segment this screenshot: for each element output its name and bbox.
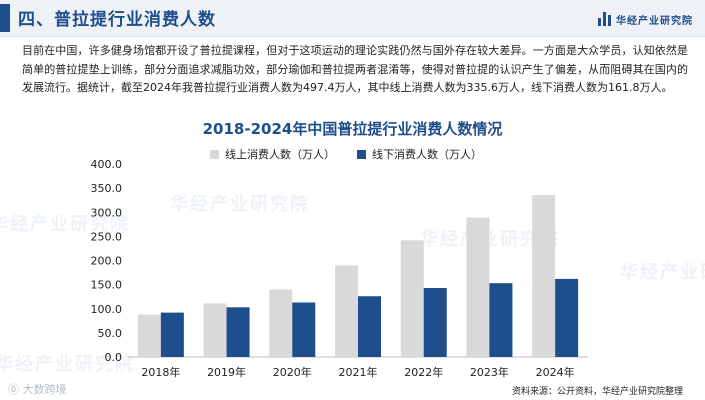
- bar-offline: [423, 288, 447, 357]
- title-accent-bar: [0, 4, 10, 32]
- chart-legend: 线上消费人数（万人） 线下消费人数（万人）: [210, 146, 482, 162]
- brand-logo-text: 华经产业研究院: [616, 15, 693, 27]
- x-tick-label: 2024年: [536, 365, 575, 379]
- intro-paragraph: 目前在中国，许多健身场馆都开设了普拉提课程，但对于这项运动的理论实践仍然与国外存…: [22, 44, 688, 94]
- y-tick-label: 350.0: [91, 182, 123, 195]
- bar-online: [400, 240, 424, 357]
- x-tick-label: 2020年: [273, 365, 312, 379]
- legend-label-online: 线上消费人数（万人）: [225, 148, 335, 161]
- chart-title: 2018-2024年中国普拉提行业消费人数情况: [202, 120, 503, 138]
- bar-offline: [160, 312, 184, 357]
- bar-logo-icon: [598, 12, 611, 26]
- y-tick-label: 100.0: [91, 303, 123, 316]
- legend-swatch-offline: [357, 149, 366, 159]
- header-bar: 四、普拉提行业消费人数 华经产业研究院: [0, 0, 705, 37]
- y-tick-label: 0.0: [105, 351, 123, 364]
- watermark: 华经产业研究院: [0, 354, 135, 375]
- watermark: 华经产业研究院: [0, 214, 130, 235]
- y-tick-label: 300.0: [91, 206, 123, 219]
- bar-online: [532, 195, 556, 357]
- bar-online: [203, 303, 227, 357]
- legend-item-online: 线上消费人数（万人）: [210, 146, 335, 162]
- watermark: 华经产业研究院: [620, 262, 705, 283]
- x-tick-label: 2022年: [404, 365, 443, 379]
- bar-offline: [489, 283, 513, 357]
- section-title: 四、普拉提行业消费人数: [18, 10, 216, 30]
- bar-online: [269, 289, 293, 357]
- watermark: 华经产业研究院: [170, 194, 310, 215]
- y-tick-label: 150.0: [91, 279, 123, 292]
- x-tick-label: 2018年: [141, 365, 180, 379]
- y-tick-label: 200.0: [91, 255, 123, 268]
- bar-offline: [226, 307, 250, 357]
- bar-offline: [358, 296, 381, 357]
- bar-offline: [292, 302, 316, 357]
- legend-item-offline: 线下消费人数（万人）: [357, 146, 482, 162]
- y-tick-label: 400.0: [91, 158, 123, 171]
- y-tick-label: 50.0: [98, 327, 123, 340]
- bar-online: [137, 314, 161, 357]
- legend-label-offline: 线下消费人数（万人）: [372, 148, 482, 161]
- x-tick-label: 2019年: [207, 365, 246, 379]
- bar-online: [466, 217, 490, 357]
- bottom-watermark: ⓪ 大数跨境: [8, 383, 67, 396]
- y-tick-label: 250.0: [91, 230, 123, 243]
- brand-logo: 华经产业研究院: [598, 10, 693, 28]
- bar-online: [335, 265, 358, 357]
- x-tick-label: 2023年: [470, 365, 509, 379]
- bar-offline: [555, 278, 579, 357]
- legend-swatch-online: [210, 149, 219, 159]
- x-tick-label: 2021年: [339, 365, 378, 379]
- source-note: 资料来源：公开资料，华经产业研究院整理: [511, 387, 683, 397]
